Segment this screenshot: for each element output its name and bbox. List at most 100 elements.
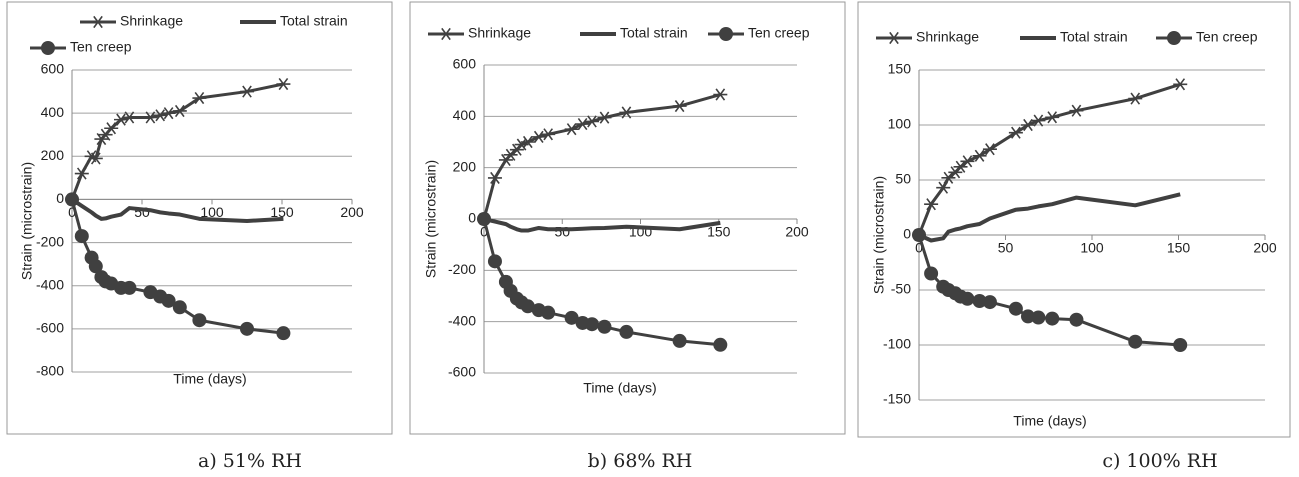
data-point [924,266,939,281]
legend-marker [887,31,901,45]
data-point [161,293,176,308]
caption: b) 68% RH [588,450,693,472]
data-point [1045,111,1060,124]
data-point [1020,118,1035,132]
series-line [70,82,284,200]
series-line [917,82,1181,236]
legend-label: Ten creep [1196,29,1258,45]
x-tick-label: 50 [134,204,150,220]
data-point [1128,92,1143,105]
data-point [564,123,579,136]
data-point [1045,311,1060,326]
y-tick-label: 200 [41,147,65,163]
y-tick-label: -600 [448,364,476,380]
data-point [161,107,176,120]
data-point [597,111,612,124]
data-point [520,135,535,149]
data-point [240,321,254,336]
y-tick-label: -200 [36,233,64,249]
data-point [912,228,926,242]
y-tick-label: 0 [903,226,911,242]
data-point [122,111,137,124]
legend-label: Ten creep [70,39,132,55]
legend-label: Total strain [280,13,348,29]
legend-marker [1167,31,1181,45]
data-point [584,115,599,128]
x-axis-title: Time (days) [173,371,246,387]
legend-label: Shrinkage [916,29,979,45]
data-point [619,324,634,339]
data-point [153,109,168,122]
data-point [74,167,89,180]
data-point [172,300,187,315]
data-point [953,160,968,173]
data-point [575,117,590,131]
data-point [114,113,128,126]
data-point [960,155,975,168]
legend-marker [719,27,733,41]
panel-border [6,1,393,435]
x-tick-label: 0 [915,240,923,256]
data-point [1031,310,1046,325]
y-axis-title: Strain (microstrain) [423,160,439,278]
data-point [672,99,687,113]
legend-label: Total strain [620,25,688,41]
caption: c) 100% RH [1102,450,1217,472]
x-tick-label: 0 [480,224,488,240]
data-point [520,299,535,314]
series-line [918,192,1181,243]
data-point [1069,104,1084,117]
data-point [972,294,987,308]
data-point [487,254,502,269]
data-point [541,128,556,141]
data-point [88,259,103,274]
x-tick-label: 50 [554,224,570,240]
data-point [172,104,187,118]
x-tick-label: 200 [785,224,809,240]
data-point [531,130,546,143]
data-point [240,85,254,98]
data-point [941,171,956,184]
x-tick-label: 150 [270,204,294,220]
data-point [276,77,291,91]
caption: a) 51% RH [198,450,302,472]
legend-marker [91,15,105,29]
y-tick-label: 100 [888,116,912,132]
y-tick-label: 0 [56,190,64,206]
panel-border [409,1,846,435]
y-tick-label: -400 [448,312,476,328]
y-axis-title: Strain (microstrain) [19,162,35,280]
y-tick-label: -150 [883,391,911,407]
x-tick-label: 0 [68,204,76,220]
data-point [713,88,728,101]
y-tick-label: 0 [468,210,476,226]
x-tick-label: 100 [1080,240,1104,256]
x-tick-label: 200 [340,204,364,220]
y-tick-label: -200 [448,261,476,277]
chart-panel: -150 -100 -50 0 50 100 150 0 50 100 150 200 Time (da… [857,1,1291,472]
data-point [936,181,951,194]
y-tick-label: -400 [36,276,64,292]
y-axis-title: Strain (microstrain) [871,176,887,294]
data-point [487,171,502,185]
y-tick-label: 400 [453,107,477,123]
data-point [713,337,728,352]
y-tick-label: -600 [36,320,64,336]
series-line [483,217,721,233]
data-point [584,317,599,332]
data-point [1069,312,1084,327]
data-point [982,143,997,156]
y-tick-label: 200 [453,158,477,174]
y-tick-label: -50 [891,281,911,297]
data-point [924,198,939,211]
data-point [192,313,207,328]
y-tick-label: 400 [41,104,65,120]
data-point [276,326,291,341]
y-tick-label: 150 [888,61,912,77]
data-point [74,229,89,244]
y-tick-label: 600 [41,61,65,77]
legend-label: Shrinkage [120,13,183,29]
data-point [597,319,612,334]
